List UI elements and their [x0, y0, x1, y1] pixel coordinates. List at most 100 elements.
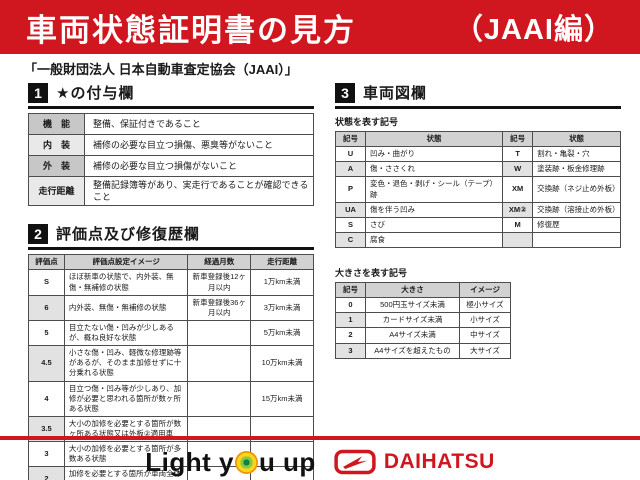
point-cell: 6	[28, 294, 65, 321]
point-cell: 4.5	[28, 345, 65, 382]
distance-cell: 5万km未満	[250, 319, 314, 347]
distance-cell: 1万km未満	[250, 269, 314, 296]
table-row: S さび M 修復歴	[335, 216, 621, 233]
criteria-label-cell: 内 装	[28, 134, 85, 156]
state-symbols-table: 記号 状態 記号 状態 U 凹み・曲がり T 割れ・亀裂・穴	[335, 130, 621, 249]
state-cell: さび	[364, 216, 504, 233]
col-header-image: イメージ	[459, 281, 511, 299]
col-header-state: 状態	[364, 130, 504, 148]
symbol-cell: 3	[335, 342, 366, 359]
target-circle-icon	[234, 450, 258, 474]
symbol-cell: XM	[502, 176, 534, 203]
col-header-symbol: 記号	[502, 130, 534, 148]
point-cell: 3.5	[28, 415, 65, 443]
table-row: 1 カードサイズ未満 小サイズ	[335, 312, 511, 329]
section3-number-badge: 3	[335, 82, 355, 103]
section3-header: 3 車両図欄	[335, 82, 621, 109]
section1-header: 1 ★の付与欄	[28, 82, 314, 109]
months-cell: 新車登録後36ヶ月以内	[187, 294, 252, 321]
state-cell: 変色・退色・剥げ・シール（テープ）跡	[364, 176, 504, 203]
left-column: 1 ★の付与欄 機 能 整備、保証付きであること 内 装 補修の必要な目立つ損傷…	[28, 82, 314, 480]
image-cell: 内外装、無傷・無補修の状態	[63, 294, 189, 321]
col-header-months: 経過月数	[187, 254, 252, 271]
symbol-cell: P	[335, 176, 366, 203]
image-cell: 目立たない傷・凹みが少しあるが、概ね良好な状態	[63, 319, 189, 347]
slogan-text: Light y	[145, 446, 234, 477]
col-header-image: 評価点設定イメージ	[63, 254, 189, 271]
symbol-cell	[502, 231, 534, 249]
table-row: 内 装 補修の必要な目立つ損傷、悪臭等がないこと	[28, 134, 314, 156]
state-cell: 修復歴	[532, 216, 621, 233]
point-cell: 2	[28, 466, 65, 480]
table-row: 5 目立たない傷・凹みが少しあるが、概ね良好な状態 5万km未満	[28, 319, 314, 347]
table-row: 4 目立つ傷・凹み等が少しあり、加修が必要と思われる箇所が数ヶ所ある状態 15万…	[28, 380, 314, 417]
table-row: S ほぼ新車の状態で、内外装、無傷・無補修の状態 新車登録後12ヶ月以内 1万k…	[28, 269, 314, 296]
col-header-point: 評価点	[28, 254, 65, 271]
page-title-suffix: （JAAI編）	[453, 14, 614, 46]
symbol-cell: T	[502, 146, 534, 163]
state-cell: 傷を伴う凹み	[364, 201, 504, 218]
table-row: 6 内外装、無傷・無補修の状態 新車登録後36ヶ月以内 3万km未満	[28, 294, 314, 321]
symbol-cell: 2	[335, 327, 366, 344]
point-cell: S	[28, 269, 65, 296]
size-cell: カードサイズ未満	[364, 312, 461, 329]
col-header-symbol: 記号	[335, 281, 366, 299]
symbol-cell: 1	[335, 312, 366, 329]
section2-header: 2 評価点及び修復歴欄	[28, 223, 314, 251]
section2: 2 評価点及び修復歴欄 評価点 評価点設定イメージ 経過月数 走行距離	[28, 223, 314, 480]
criteria-label-cell: 機 能	[28, 113, 85, 135]
image-cell: 小さな傷・凹み、軽微な修理跡等があるが、そのまま加修せずに十分乗れる状態	[63, 345, 189, 382]
size-image-cell: 大サイズ	[459, 342, 511, 359]
table-row: P 変色・退色・剥げ・シール（テープ）跡 XM 交換跡（ネジ止め外板）	[335, 176, 621, 203]
image-cell: ほぼ新車の状態で、内外装、無傷・無補修の状態	[63, 269, 189, 296]
col-header-symbol: 記号	[335, 130, 366, 148]
image-cell: 目立つ傷・凹み等が少しあり、加修が必要と思われる箇所が数ヶ所ある状態	[63, 380, 189, 417]
slogan-text: u up	[258, 446, 316, 477]
size-cell: A4サイズ未満	[364, 327, 461, 344]
point-cell: 4	[28, 380, 65, 417]
size-cell: 500円玉サイズ未満	[364, 297, 461, 314]
state-cell: 交換跡（溶接止め外板）	[532, 201, 621, 218]
table-row: U 凹み・曲がり T 割れ・亀裂・穴	[335, 146, 621, 163]
criteria-label-cell: 走行距離	[28, 175, 85, 207]
state-cell	[532, 231, 621, 249]
section3-title: 車両図欄	[363, 85, 428, 102]
section2-number-badge: 2	[28, 223, 48, 244]
symbol-cell: M	[502, 216, 534, 233]
footer: Light y u up DAIHATSU	[0, 444, 640, 480]
distance-cell: 10万km未満	[250, 345, 314, 382]
size-symbols-table: 記号 大きさ イメージ 0 500円玉サイズ未満 極小サイズ 1 カードサイズ	[335, 281, 511, 359]
table-row: C 腐食	[335, 231, 621, 249]
organization-subtitle: 「一般財団法人 日本自動車査定協会（JAAI）」	[24, 62, 298, 77]
distance-cell: 3万km未満	[250, 294, 314, 321]
size-cell: A4サイズを超えたもの	[364, 342, 461, 359]
table-row: 2 A4サイズ未満 中サイズ	[335, 327, 511, 344]
daihatsu-wordmark: DAIHATSU	[383, 450, 495, 473]
table-header-row: 記号 大きさ イメージ	[335, 281, 511, 299]
state-cell: 塗装跡・板金修理跡	[532, 161, 621, 178]
distance-cell	[250, 441, 314, 468]
symbol-cell: XM②	[502, 201, 534, 218]
criteria-desc-cell: 整備、保証付きであること	[84, 113, 314, 135]
months-cell	[187, 380, 252, 417]
light-you-up-logo: Light y u up	[145, 447, 316, 478]
section2-title: 評価点及び修復歴欄	[56, 226, 201, 244]
table-row: 外 装 補修の必要な目立つ損傷がないこと	[28, 155, 314, 177]
criteria-desc-cell: 補修の必要な目立つ損傷がないこと	[84, 155, 314, 177]
table-header-row: 記号 状態 記号 状態	[335, 130, 621, 148]
state-cell: 交換跡（ネジ止め外板）	[532, 176, 621, 203]
state-cell: 傷・ささくれ	[364, 161, 504, 178]
page-title: 車両状態証明書の見方	[26, 12, 356, 48]
distance-cell	[250, 466, 314, 480]
symbol-cell: C	[335, 231, 366, 249]
distance-cell: 15万km未満	[250, 380, 314, 417]
months-cell: 新車登録後12ヶ月以内	[187, 269, 252, 296]
state-cell: 腐食	[364, 231, 504, 249]
star-criteria-table: 機 能 整備、保証付きであること 内 装 補修の必要な目立つ損傷、悪臭等がないこ…	[28, 113, 314, 207]
point-cell: 5	[28, 319, 65, 347]
table-row: 2 加修を必要とする箇所が車両全体にある状態	[28, 466, 314, 480]
criteria-desc-cell: 整備記録簿等があり、実走行であることが確認できること	[84, 175, 314, 207]
table-header-row: 評価点 評価点設定イメージ 経過月数 走行距離	[28, 254, 314, 271]
table-row: 走行距離 整備記録簿等があり、実走行であることが確認できること	[28, 175, 314, 207]
